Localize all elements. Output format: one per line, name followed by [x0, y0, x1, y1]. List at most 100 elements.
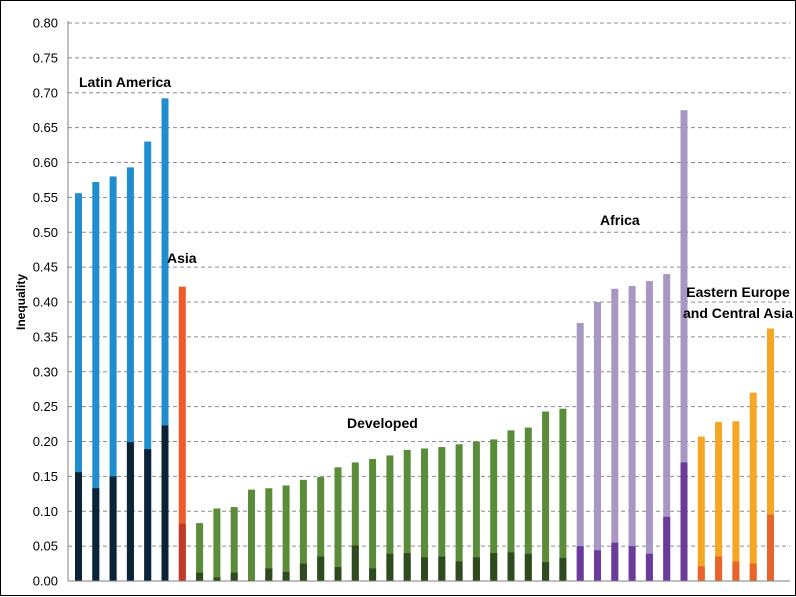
bar-latin-america-inner	[92, 488, 100, 581]
bar-developed-total	[196, 523, 204, 581]
bar-latin-america-total	[161, 98, 169, 581]
bar-developed-inner	[403, 553, 411, 581]
bar-africa-total	[611, 288, 619, 581]
bar-eastern-europe-and-central-asia-inner	[749, 563, 757, 581]
y-tick-label: 0.45	[33, 260, 58, 275]
y-tick-label: 0.55	[33, 190, 58, 205]
bar-developed-total	[282, 485, 290, 581]
group-labels: Latin America Asia Developed Africa Eastern …	[79, 74, 793, 431]
bar-africa-inner	[594, 550, 601, 581]
bar-africa-inner	[628, 546, 636, 581]
bar-africa-inner	[576, 546, 584, 581]
bar-developed-total	[334, 467, 342, 581]
group-label-asia: Asia	[167, 250, 197, 266]
bar-developed-inner	[472, 557, 480, 581]
bar-developed-total	[403, 449, 411, 581]
group-label-africa: Africa	[600, 212, 640, 228]
y-tick-label: 0.50	[33, 225, 58, 240]
y-tick-label: 0.25	[33, 399, 58, 414]
bar-latin-america-inner	[144, 449, 152, 581]
bar-developed-inner	[282, 571, 290, 581]
bar-developed-total	[230, 507, 238, 581]
bar-developed-total	[455, 444, 463, 581]
bar-latin-america-inner	[109, 476, 117, 581]
bar-eastern-europe-and-central-asia-inner	[715, 556, 723, 581]
bar-africa-total	[645, 281, 653, 581]
bar-latin-america-total	[144, 141, 152, 581]
bar-latin-america-total	[75, 193, 82, 581]
y-tick-label: 0.15	[33, 469, 58, 484]
bar-developed-total	[542, 411, 550, 581]
group-label-developed: Developed	[347, 415, 418, 431]
bar-eastern-europe-and-central-asia-inner	[697, 566, 705, 581]
bar-developed-inner	[351, 545, 359, 581]
bar-developed-inner	[334, 567, 342, 581]
bar-developed-inner	[455, 561, 463, 581]
bar-developed-inner	[438, 556, 446, 581]
group-label-latin-america: Latin America	[79, 74, 171, 90]
y-tick-label: 0.00	[33, 574, 58, 589]
bar-developed-total	[524, 427, 532, 581]
bar-africa-total	[594, 302, 601, 581]
y-tick-label: 0.40	[33, 295, 58, 310]
bar-developed-total	[299, 479, 307, 581]
bar-developed-total	[248, 489, 255, 581]
y-tick-label: 0.80	[33, 16, 58, 31]
bar-africa-inner	[680, 462, 688, 581]
bar-developed-inner	[299, 563, 307, 581]
y-tick-label: 0.35	[33, 329, 58, 344]
bar-latin-america-inner	[161, 425, 169, 581]
bar-asia-inner	[178, 523, 186, 581]
bar-eastern-europe-and-central-asia-total	[749, 392, 757, 581]
bar-developed-total	[317, 477, 325, 581]
bar-developed-inner	[386, 553, 394, 581]
bar-eastern-europe-and-central-asia-inner	[732, 561, 740, 581]
y-tick-label: 0.60	[33, 155, 58, 170]
y-tick-label: 0.05	[33, 539, 58, 554]
bar-africa-total	[680, 110, 688, 581]
y-tick-label: 0.30	[33, 364, 58, 379]
bar-developed-inner	[490, 553, 498, 581]
bar-eastern-europe-and-central-asia-total	[697, 436, 705, 581]
bar-africa-total	[628, 285, 636, 581]
bar-latin-america-total	[92, 182, 100, 581]
bar-developed-total	[386, 455, 394, 581]
group-label-eastern-europe-and-central-asia: Eastern Europe and Central Asia	[683, 284, 793, 321]
bar-developed-total	[490, 439, 498, 581]
y-tick-label: 0.70	[33, 85, 58, 100]
y-tick-label: 0.10	[33, 504, 58, 519]
bar-eastern-europe-and-central-asia-total	[767, 328, 774, 581]
bar-developed-inner	[265, 568, 273, 581]
bar-developed-total	[421, 448, 428, 581]
bar-developed-inner	[542, 562, 550, 581]
bar-developed-total	[213, 508, 221, 581]
grid-layer	[68, 22, 790, 547]
bar-developed-inner	[230, 572, 238, 581]
bar-developed-total	[507, 430, 515, 581]
bar-africa-inner	[611, 542, 619, 581]
bar-developed-inner	[213, 577, 221, 581]
bar-latin-america-inner	[75, 472, 82, 581]
y-axis-ticks: 0.00 0.05 0.10 0.15 0.20 0.25 0.30 0.35 0.40 0.45…	[33, 16, 58, 589]
bar-developed-inner	[507, 552, 515, 581]
bar-developed-total	[369, 458, 377, 581]
y-tick-label: 0.75	[33, 50, 58, 65]
bar-developed-inner	[524, 553, 532, 581]
bar-developed-inner	[421, 557, 428, 581]
bar-eastern-europe-and-central-asia-total	[732, 421, 740, 581]
bar-developed-total	[559, 408, 567, 581]
bar-africa-inner	[645, 553, 653, 581]
bar-africa-total	[663, 274, 671, 581]
bar-africa-total	[576, 322, 584, 581]
bar-developed-total	[438, 447, 446, 581]
bar-developed-inner	[196, 572, 204, 581]
bar-africa-inner	[663, 516, 671, 581]
bar-developed-inner	[317, 556, 325, 581]
bar-developed-inner	[369, 568, 377, 581]
bar-developed-inner	[559, 557, 567, 581]
y-axis-title: Inequality	[14, 274, 28, 330]
bar-developed-total	[351, 462, 359, 581]
bar-latin-america-inner	[126, 442, 134, 581]
